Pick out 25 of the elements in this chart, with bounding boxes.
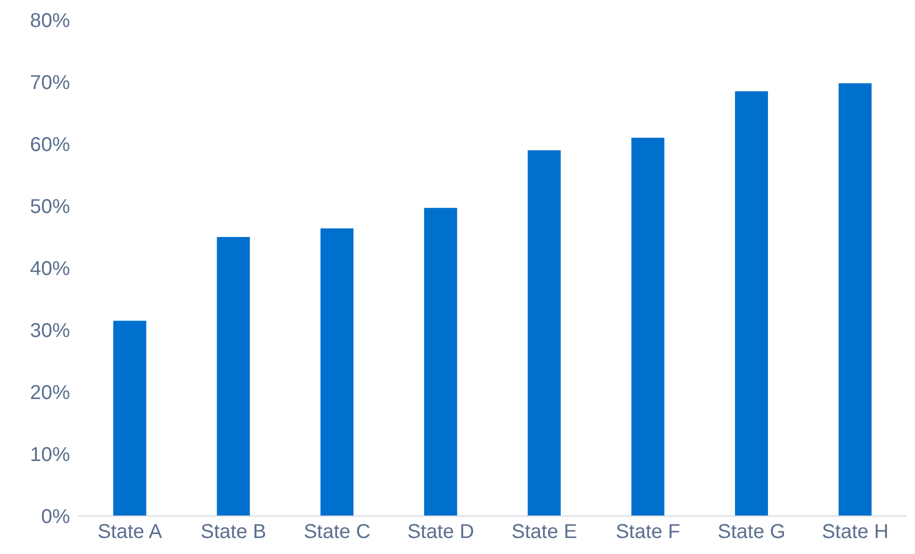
y-tick-label: 70% (30, 72, 70, 94)
y-tick-label: 0% (41, 506, 70, 528)
x-tick-label: State C (304, 521, 370, 544)
x-tick-label: State G (718, 521, 786, 544)
x-tick-label: State A (98, 521, 163, 544)
y-tick-label: 80% (30, 10, 70, 32)
bar (424, 208, 458, 516)
y-tick-label: 60% (30, 134, 70, 156)
bar (838, 83, 872, 516)
bar (528, 150, 561, 516)
x-tick-label: State H (822, 521, 889, 544)
y-tick-label: 10% (30, 444, 70, 466)
x-tick-label: State F (616, 521, 680, 544)
bar (631, 138, 664, 516)
x-tick-label: State E (512, 521, 578, 544)
x-tick-label: State B (200, 521, 266, 544)
y-tick-label: 20% (30, 382, 70, 404)
bar (320, 228, 354, 516)
bar (216, 237, 250, 516)
y-tick-label: 30% (30, 320, 70, 342)
bar (113, 320, 146, 516)
y-tick-label: 40% (30, 258, 70, 280)
y-tick-label: 50% (30, 196, 70, 218)
bar (734, 91, 768, 516)
x-tick-label: State D (407, 521, 474, 544)
